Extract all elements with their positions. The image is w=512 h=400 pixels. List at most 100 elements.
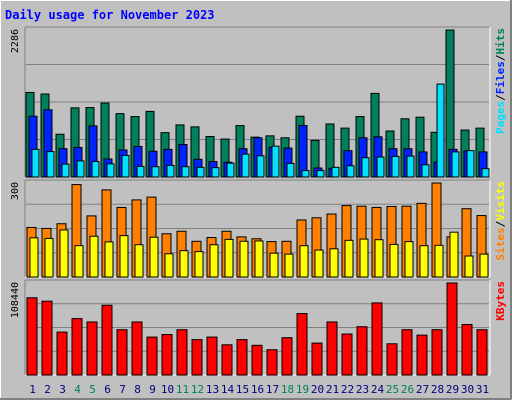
x-tick-label: 3 — [59, 383, 66, 396]
bar-pages-day-21 — [331, 166, 340, 178]
bar-visits-day-11 — [179, 250, 189, 278]
bar-kbytes-day-14 — [221, 344, 233, 376]
chart-title: Daily usage for November 2023 — [5, 8, 215, 22]
bar-pages-day-25 — [391, 155, 400, 178]
bar-visits-day-16 — [254, 240, 264, 278]
bar-kbytes-day-21 — [326, 321, 338, 376]
bar-kbytes-day-27 — [416, 334, 428, 376]
bar-kbytes-day-12 — [191, 339, 203, 376]
x-tick-label: 16 — [251, 383, 264, 396]
y-max-label: 2286 — [10, 29, 21, 53]
bar-kbytes-day-11 — [176, 329, 188, 376]
bar-visits-day-26 — [404, 241, 414, 278]
bar-kbytes-day-7 — [116, 329, 128, 376]
bar-pages-day-20 — [316, 170, 325, 178]
bar-visits-day-10 — [164, 253, 174, 278]
bar-kbytes-day-6 — [101, 304, 113, 376]
bar-kbytes-day-5 — [86, 321, 98, 376]
side-legend: Sites/Visits — [494, 181, 507, 261]
bar-files-day-19 — [298, 125, 308, 178]
x-tick-label: 17 — [266, 383, 279, 396]
bar-pages-day-11 — [181, 166, 190, 178]
y-max-label: 108440 — [10, 282, 21, 318]
x-tick-label: 7 — [119, 383, 126, 396]
bar-pages-day-8 — [136, 165, 145, 178]
legend-files: Files — [494, 61, 507, 94]
bar-kbytes-day-28 — [431, 329, 443, 376]
bar-pages-day-1 — [31, 148, 40, 178]
bar-visits-day-1 — [29, 237, 39, 278]
bar-kbytes-day-8 — [131, 321, 143, 376]
bar-kbytes-day-20 — [311, 342, 323, 376]
x-tick-label: 15 — [236, 383, 249, 396]
panel-kbytes: 108440 KBytes — [10, 279, 507, 376]
x-tick-label: 13 — [206, 383, 219, 396]
bar-pages-day-2 — [46, 151, 55, 178]
x-tick-label: 9 — [149, 383, 156, 396]
x-tick-label: 22 — [341, 383, 354, 396]
x-tick-label: 6 — [104, 383, 111, 396]
bar-kbytes-day-17 — [266, 349, 278, 376]
x-tick-label: 8 — [134, 383, 141, 396]
panel-visits-sites: 300 Sites/Visits — [10, 179, 507, 278]
x-tick-label: 18 — [281, 383, 294, 396]
legend-separator: / — [494, 54, 507, 61]
bar-pages-day-26 — [406, 155, 415, 178]
bar-visits-day-7 — [119, 235, 129, 278]
legend-pages: Pages — [494, 101, 507, 134]
bar-visits-day-12 — [194, 251, 204, 278]
bar-visits-day-6 — [104, 241, 114, 278]
bar-visits-day-29 — [449, 231, 459, 278]
bar-visits-day-30 — [464, 255, 474, 278]
x-tick-label: 30 — [461, 383, 474, 396]
bar-visits-day-22 — [344, 239, 354, 278]
x-tick-label: 25 — [386, 383, 399, 396]
legend-separator: / — [494, 94, 507, 101]
bar-kbytes-day-16 — [251, 344, 263, 376]
bar-kbytes-day-30 — [461, 324, 473, 376]
x-tick-label: 23 — [356, 383, 369, 396]
bar-pages-day-4 — [76, 160, 85, 178]
x-tick-label: 2 — [44, 383, 51, 396]
bar-kbytes-day-4 — [71, 318, 83, 376]
bar-kbytes-day-25 — [386, 343, 398, 376]
x-tick-label: 10 — [161, 383, 174, 396]
bar-kbytes-day-26 — [401, 329, 413, 376]
bar-visits-day-3 — [59, 229, 69, 278]
bar-pages-day-3 — [61, 163, 70, 178]
bar-kbytes-day-23 — [356, 326, 368, 376]
bar-visits-day-25 — [389, 243, 399, 278]
bar-visits-day-8 — [134, 244, 144, 278]
x-tick-label: 5 — [89, 383, 96, 396]
bar-pages-day-31 — [481, 168, 490, 178]
bar-pages-day-6 — [106, 163, 115, 178]
bar-pages-day-30 — [466, 150, 475, 178]
bar-pages-day-7 — [121, 154, 130, 178]
legend-hits: Hits — [494, 28, 507, 55]
bar-visits-day-27 — [419, 245, 429, 278]
bar-pages-day-17 — [271, 145, 280, 178]
bar-pages-day-27 — [421, 164, 430, 178]
bar-pages-day-19 — [301, 170, 310, 178]
bar-visits-day-31 — [479, 253, 489, 278]
bar-kbytes-day-15 — [236, 339, 248, 376]
x-tick-label: 14 — [221, 383, 235, 396]
x-tick-label: 29 — [446, 383, 459, 396]
bar-kbytes-day-24 — [371, 302, 383, 376]
bar-kbytes-day-3 — [56, 331, 68, 376]
y-max-label: 300 — [10, 182, 21, 200]
bar-visits-day-13 — [209, 244, 219, 278]
bar-visits-day-15 — [239, 240, 249, 278]
bar-pages-day-16 — [256, 155, 265, 178]
bar-visits-day-28 — [434, 244, 444, 278]
bar-pages-day-23 — [361, 157, 370, 178]
bar-visits-day-24 — [374, 239, 384, 278]
legend-visits: Visits — [494, 181, 507, 221]
legend-kbytes: KBytes — [494, 281, 507, 321]
bar-pages-day-29 — [451, 151, 460, 178]
bar-kbytes-day-29 — [446, 282, 458, 376]
bar-visits-day-21 — [329, 248, 339, 278]
bar-kbytes-day-1 — [26, 297, 38, 376]
